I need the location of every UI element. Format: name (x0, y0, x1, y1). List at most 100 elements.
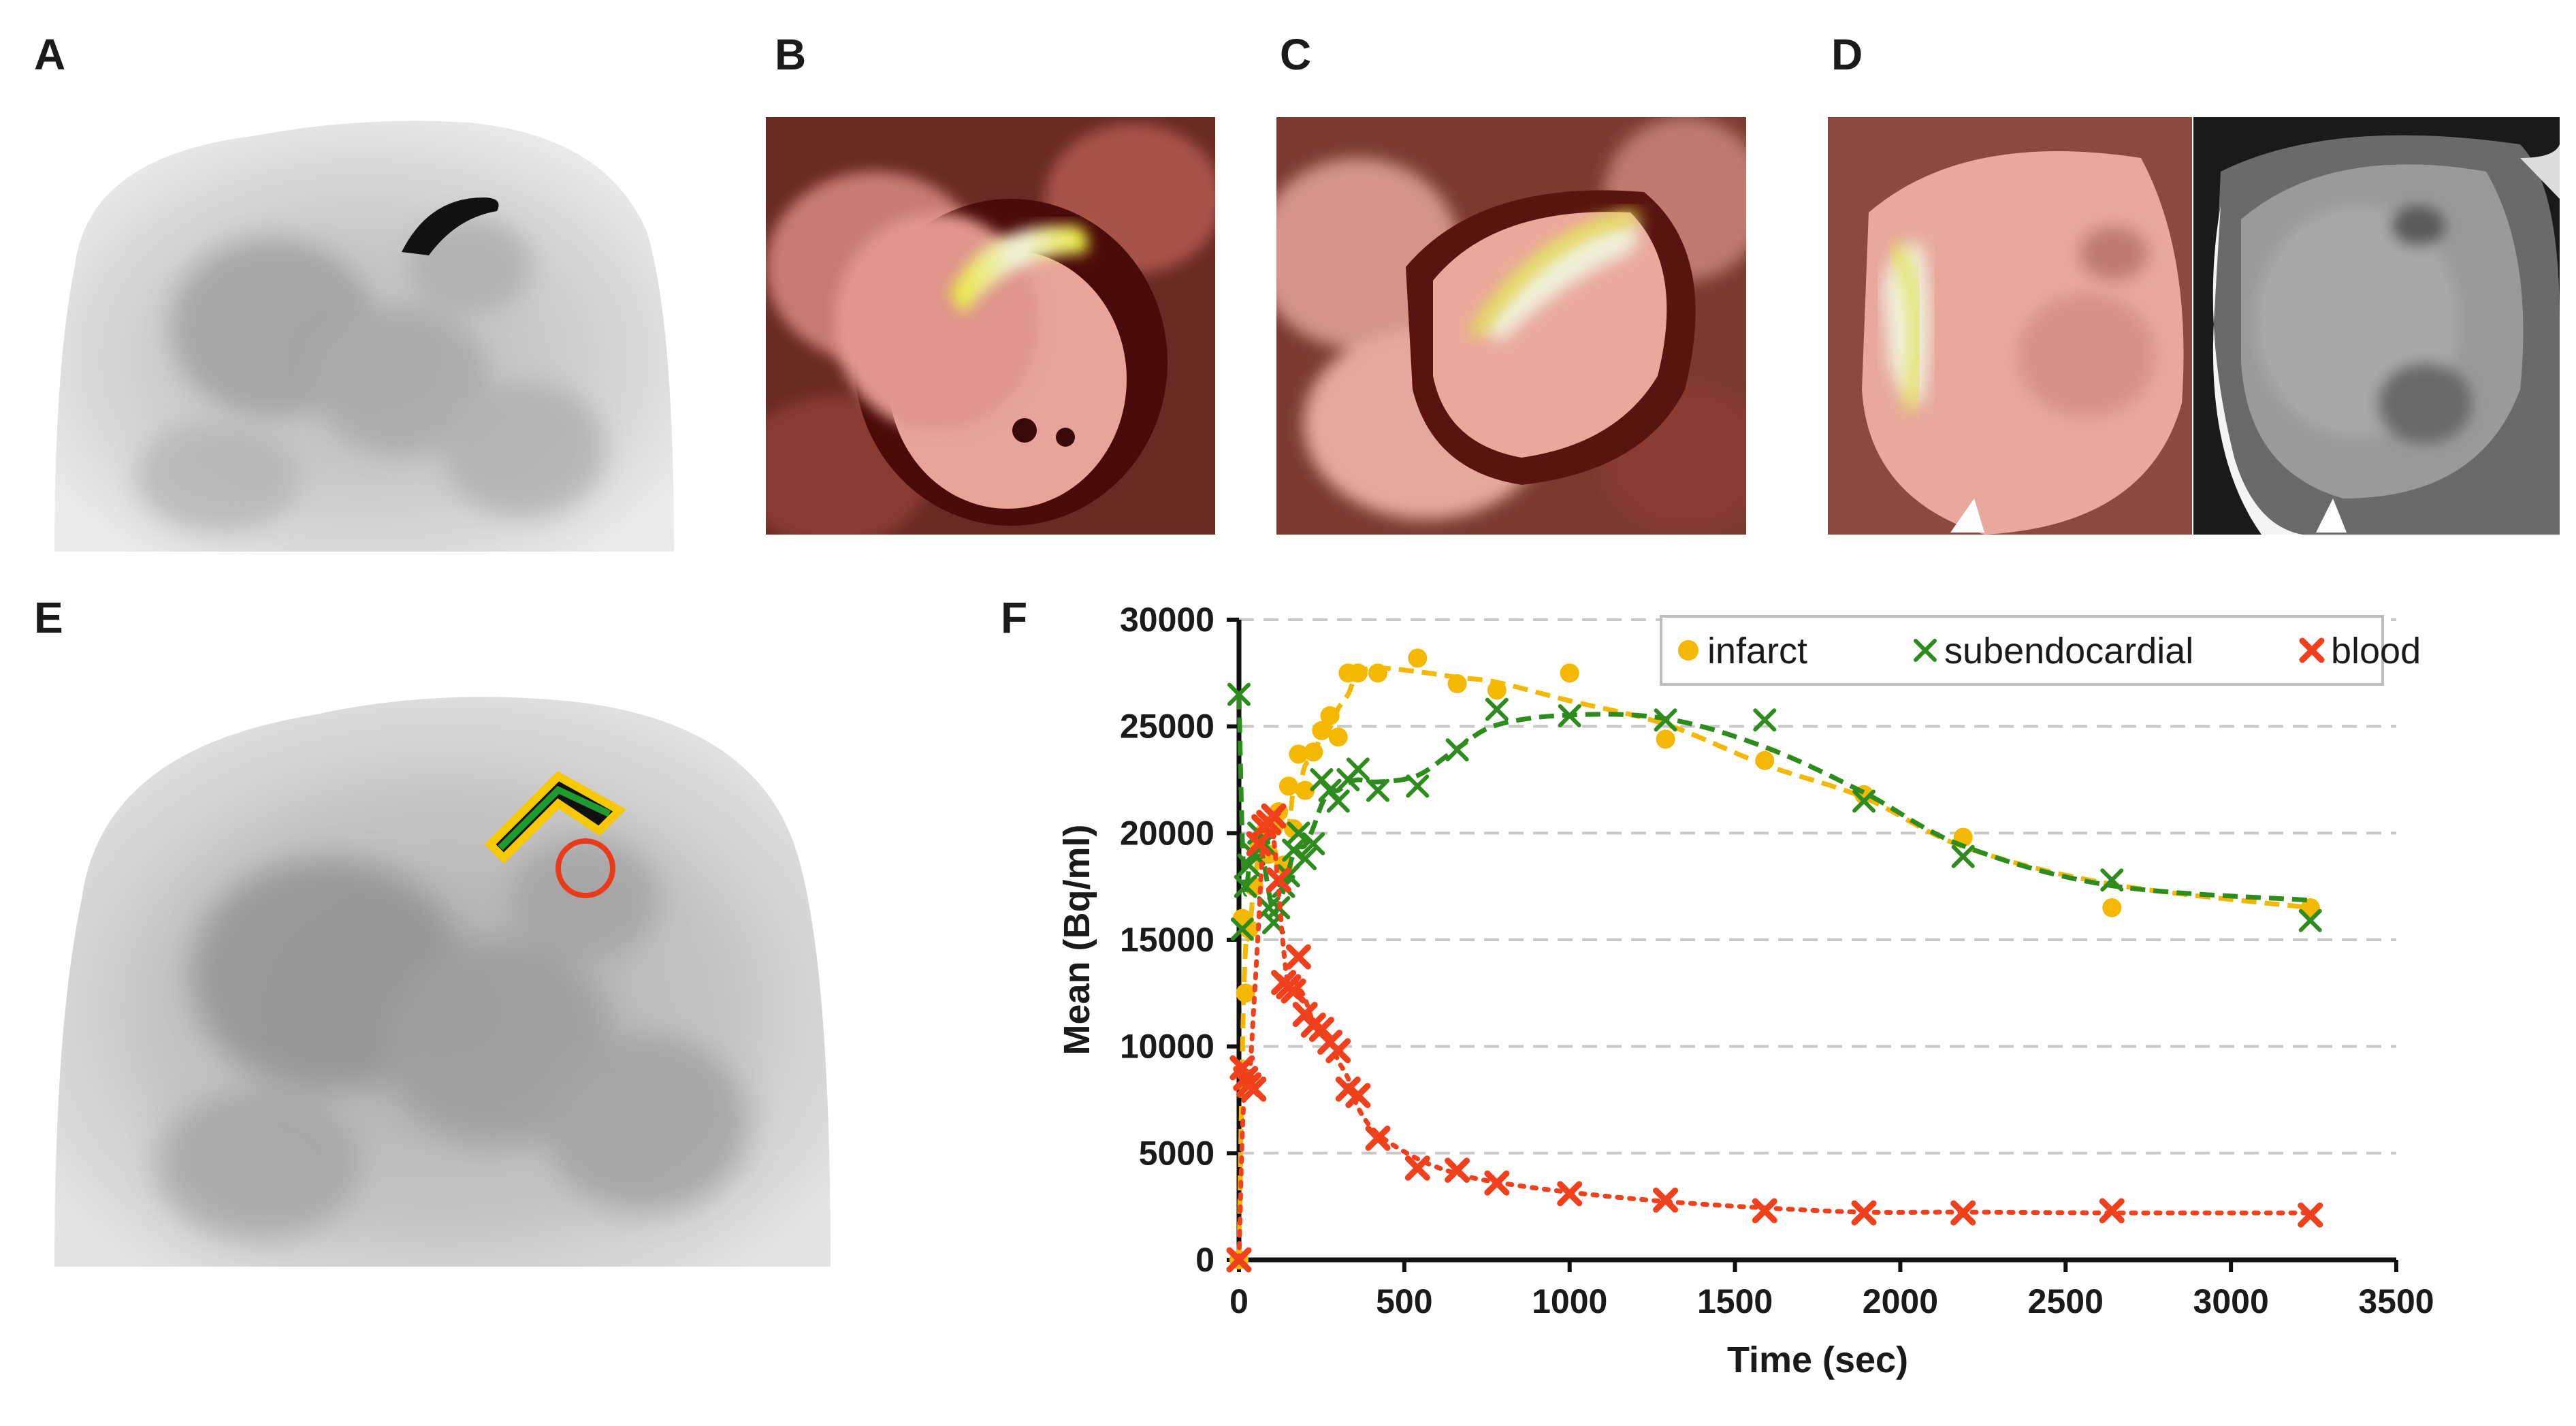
point-infarct-11 (1278, 776, 1298, 796)
series-blood (1226, 803, 2323, 1273)
panel-a-pet-image (48, 95, 681, 552)
panel-d-lge-svg (2193, 117, 2560, 535)
point-subendocardial-27 (1753, 708, 1777, 732)
panel-d-fused-svg (1828, 117, 2192, 535)
panel-label-d: D (1831, 30, 1863, 79)
point-infarct-25 (1560, 663, 1579, 683)
point-infarct-2 (1236, 983, 1255, 1003)
panel-label-f: F (1001, 593, 1028, 642)
x-tick-label-0: 0 (1229, 1282, 1249, 1320)
point-subendocardial-12 (1282, 838, 1306, 862)
x-tick-label-5: 2500 (2028, 1282, 2104, 1320)
legend-entry-blood: blood (2299, 631, 2421, 671)
y-tick-label-0: 0 (1195, 1241, 1214, 1279)
point-blood-21 (1365, 1125, 1391, 1151)
point-infarct-13 (1289, 744, 1308, 764)
point-subendocardial-0 (1227, 682, 1251, 706)
point-blood-28 (1851, 1200, 1877, 1226)
legend-label-blood: blood (2331, 631, 2421, 671)
point-blood-0 (1226, 1247, 1252, 1273)
point-infarct-26 (1656, 729, 1675, 749)
x-tick-label-1: 500 (1376, 1282, 1432, 1320)
point-subendocardial-31 (2298, 908, 2322, 932)
point-subendocardial-26 (1654, 708, 1677, 732)
point-infarct-18 (1328, 727, 1348, 747)
series-line-infarct (1236, 665, 2311, 1261)
legend-marker-infarct (1678, 640, 1698, 661)
point-infarct-21 (1368, 663, 1387, 683)
point-subendocardial-14 (1293, 846, 1317, 870)
x-tick-label-3: 1500 (1697, 1282, 1773, 1320)
point-blood-31 (2298, 1202, 2323, 1228)
point-subendocardial-20 (1346, 757, 1370, 781)
arrowhead-icon (1950, 498, 1984, 533)
panel-e-svg (54, 674, 834, 1267)
panel-f-chart: 0 5000 10000 15000 20000 25000 30000 0 500 1000 15… (953, 586, 2519, 1426)
series-layer (1226, 648, 2323, 1273)
panel-label-c: C (1280, 30, 1312, 79)
series-line-blood (1236, 817, 2313, 1263)
point-infarct-14 (1295, 780, 1315, 800)
point-subendocardial-21 (1366, 778, 1389, 802)
point-infarct-16 (1312, 720, 1332, 740)
x-tick-label-4: 2000 (1863, 1282, 1938, 1320)
point-subendocardial-23 (1445, 738, 1469, 762)
x-tick-label-2: 1000 (1532, 1282, 1607, 1320)
point-blood-23 (1445, 1157, 1470, 1183)
point-infarct-22 (1408, 648, 1428, 668)
legend-label-infarct: infarct (1707, 631, 1807, 671)
point-infarct-30 (2102, 898, 2122, 917)
y-tick-label-3: 15000 (1120, 921, 1214, 959)
point-infarct-20 (1348, 663, 1368, 683)
legend-entry-subendocardial: subendocardial (1914, 631, 2193, 671)
point-blood-24 (1484, 1170, 1510, 1196)
y-tick-label-1: 5000 (1139, 1134, 1214, 1172)
x-axis-title: Time (sec) (1727, 1340, 1908, 1380)
point-subendocardial-18 (1326, 789, 1350, 813)
panel-label-e: E (34, 593, 63, 642)
y-tick-label-4: 20000 (1120, 814, 1214, 852)
x-tick-label-6: 3000 (2193, 1282, 2269, 1320)
y-tick-label-6: 30000 (1120, 601, 1214, 639)
point-blood-29 (1950, 1200, 1976, 1226)
point-subendocardial-24 (1485, 697, 1509, 721)
legend-entry-infarct: infarct (1678, 631, 1807, 671)
point-subendocardial-30 (2100, 868, 2124, 892)
point-infarct-15 (1304, 742, 1323, 762)
point-blood-16 (1308, 1017, 1334, 1043)
point-infarct-27 (1755, 750, 1775, 770)
point-infarct-3 (1239, 919, 1259, 939)
point-subendocardial-3 (1237, 853, 1261, 877)
point-blood-27 (1752, 1198, 1777, 1224)
panel-label-b: B (775, 30, 807, 79)
roi-blood (556, 838, 615, 898)
point-infarct-23 (1447, 674, 1467, 693)
series-subendocardial (1227, 682, 2322, 941)
y-tick-label-2: 10000 (1120, 1028, 1214, 1066)
point-blood-20 (1345, 1083, 1371, 1109)
panel-a-svg (48, 95, 681, 552)
roi-subendocardial (498, 785, 611, 851)
legend-label-subendocardial: subendocardial (1944, 631, 2193, 671)
point-blood-25 (1557, 1181, 1583, 1207)
point-subendocardial-2 (1234, 874, 1257, 898)
point-subendocardial-29 (1951, 844, 1975, 868)
panel-d-lge-image (2193, 117, 2560, 535)
y-tick-label-5: 25000 (1120, 708, 1214, 746)
legend-marker-subendocardial (1914, 639, 1937, 662)
panel-d-fused-image (1828, 117, 2192, 535)
point-infarct-31 (2300, 898, 2320, 917)
point-subendocardial-25 (1558, 704, 1581, 727)
point-blood-4 (1241, 1076, 1267, 1102)
panel-b-fused-image (766, 117, 1215, 535)
point-blood-9 (1266, 867, 1291, 893)
legend-layer: infarct subendocardial blood (1660, 615, 2421, 686)
arrowhead-icon (2316, 498, 2347, 533)
time-activity-chart: 0 5000 10000 15000 20000 25000 30000 0 500 1000 15… (1057, 601, 2434, 1380)
point-subendocardial-13 (1287, 821, 1310, 845)
roi-infarct (484, 771, 626, 864)
panel-b-svg (766, 117, 1215, 535)
uptake-hotspot (402, 197, 499, 255)
panel-label-a: A (34, 30, 66, 79)
point-blood-12 (1281, 978, 1306, 1004)
